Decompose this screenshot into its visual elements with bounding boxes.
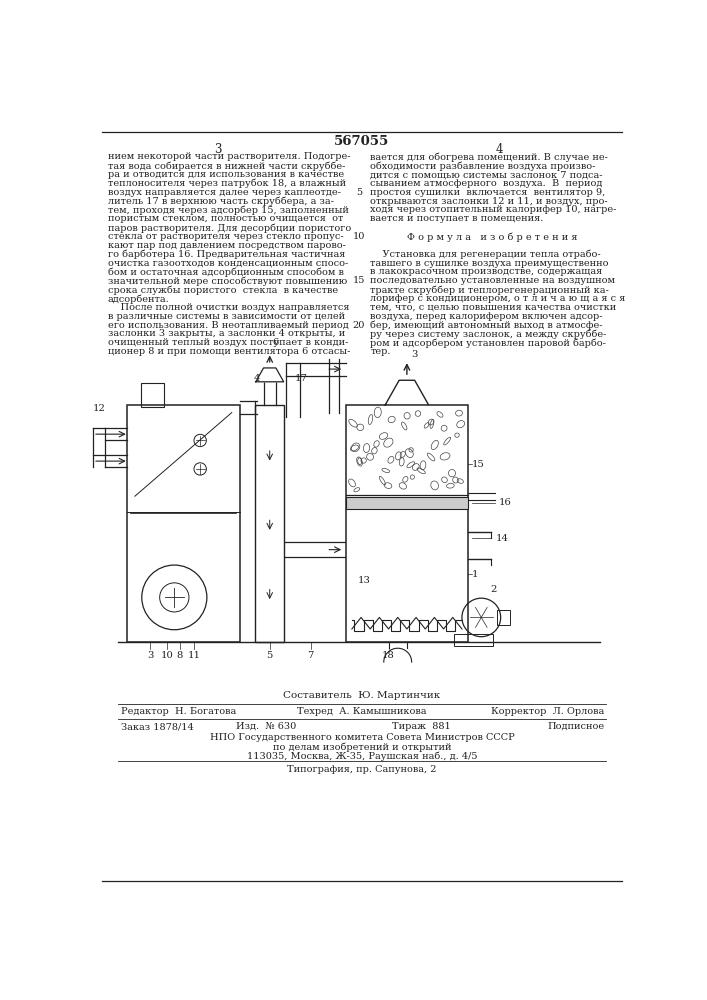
Text: паров растворителя. Для десорбции пористого: паров растворителя. Для десорбции порист… [107, 223, 351, 233]
Text: 5: 5 [267, 651, 273, 660]
Text: 6: 6 [272, 338, 279, 347]
Text: бом и остаточная адсорбционным способом в: бом и остаточная адсорбционным способом … [107, 267, 344, 277]
Text: тем, проходя через адсорбер 15, заполненный: тем, проходя через адсорбер 15, заполнен… [107, 205, 349, 215]
Bar [255, 405, 284, 642]
Text: НПО Государственного комитета Совета Министров СССР: НПО Государственного комитета Совета Мин… [209, 733, 514, 742]
Text: 16: 16 [499, 498, 512, 507]
Text: тер.: тер. [370, 347, 391, 356]
Text: ру через систему заслонок, а между скруббе-: ру через систему заслонок, а между скруб… [370, 329, 607, 339]
Text: 113035, Москва, Ж-35, Раушская наб., д. 4/5: 113035, Москва, Ж-35, Раушская наб., д. … [247, 751, 477, 761]
Text: ходя через отопительный калорифер 10, нагре-: ходя через отопительный калорифер 10, на… [370, 205, 617, 214]
Text: бер, имеющий автономный выход в атмосфе-: бер, имеющий автономный выход в атмосфе- [370, 321, 603, 330]
Text: открываются заслонки 12 и 11, и воздух, про-: открываются заслонки 12 и 11, и воздух, … [370, 197, 608, 206]
Text: Составитель  Ю. Мартинчик: Составитель Ю. Мартинчик [284, 691, 440, 700]
Text: 3: 3 [214, 143, 221, 156]
Text: 3: 3 [147, 651, 153, 660]
Text: обходимости разбавление воздуха произво-: обходимости разбавление воздуха произво- [370, 161, 596, 171]
Polygon shape [385, 380, 428, 405]
Text: последовательно установленные на воздушном: последовательно установленные на воздушн… [370, 276, 616, 285]
Text: сыванием атмосферного  воздуха.  В  период: сыванием атмосферного воздуха. В период [370, 179, 603, 188]
Text: воздуха, перед калорифером включен адсор-: воздуха, перед калорифером включен адсор… [370, 312, 603, 321]
Text: литель 17 в верхнюю часть скруббера, а за-: литель 17 в верхнюю часть скруббера, а з… [107, 197, 334, 206]
Text: пористым стеклом, полностью очищается  от: пористым стеклом, полностью очищается от [107, 214, 343, 223]
Text: тавшего в сушилке воздуха преимущественно: тавшего в сушилке воздуха преимущественн… [370, 259, 609, 268]
Text: кают пар под давлением посредством парово-: кают пар под давлением посредством паров… [107, 241, 346, 250]
Text: Техред  А. Камышникова: Техред А. Камышникова [297, 707, 427, 716]
Text: вается для обогрева помещений. В случае не-: вается для обогрева помещений. В случае … [370, 152, 608, 162]
Text: очищенный теплый воздух поступает в конди-: очищенный теплый воздух поступает в конд… [107, 338, 348, 347]
Text: Подписное: Подписное [547, 722, 604, 731]
Polygon shape [256, 368, 284, 382]
Text: Корректор  Л. Орлова: Корректор Л. Орлова [491, 707, 604, 716]
Text: Редактор  Н. Богатова: Редактор Н. Богатова [121, 707, 236, 716]
Text: его использования. В неотапливаемый период: его использования. В неотапливаемый пери… [107, 321, 349, 330]
Text: 10: 10 [161, 651, 174, 660]
Text: 4: 4 [496, 143, 503, 156]
Text: очистка газоотходов конденсационным спосо-: очистка газоотходов конденсационным спос… [107, 259, 348, 268]
Text: дится с помощью системы заслонок 7 подса-: дится с помощью системы заслонок 7 подса… [370, 170, 603, 179]
Text: 15: 15 [353, 276, 365, 285]
Text: адсорбента.: адсорбента. [107, 294, 170, 304]
Text: лорифер с кондиционером, о т л и ч а ю щ а я с я: лорифер с кондиционером, о т л и ч а ю щ… [370, 294, 626, 303]
Text: по делам изобретений и открытий: по делам изобретений и открытий [273, 742, 451, 752]
Text: вается и поступает в помещения.: вается и поступает в помещения. [370, 214, 544, 223]
Text: 14: 14 [495, 534, 508, 543]
Text: го барботера 16. Предварительная частичная: го барботера 16. Предварительная частичн… [107, 250, 345, 259]
Text: ра и отводится для использования в качестве: ра и отводится для использования в качес… [107, 170, 344, 179]
Text: 7: 7 [308, 651, 314, 660]
Text: нием некоторой части растворителя. Подогре-: нием некоторой части растворителя. Подог… [107, 152, 350, 161]
Text: тракте скруббер и теплорегенерационный ка-: тракте скруббер и теплорегенерационный к… [370, 285, 609, 295]
Text: 20: 20 [353, 321, 365, 330]
Text: 567055: 567055 [334, 135, 390, 148]
Text: 11: 11 [187, 651, 200, 660]
Bar [497, 610, 510, 625]
Text: тем, что, с целью повышения качества очистки: тем, что, с целью повышения качества очи… [370, 303, 617, 312]
Text: 8: 8 [177, 651, 183, 660]
Text: 5: 5 [356, 188, 362, 197]
Text: Тираж  881: Тираж 881 [392, 722, 451, 731]
Text: в лакокрасочном производстве, содержащая: в лакокрасочном производстве, содержащая [370, 267, 603, 276]
Bar [346, 405, 468, 642]
Text: стекла от растворителя через стекло пропус-: стекла от растворителя через стекло проп… [107, 232, 344, 241]
Text: Ф о р м у л а   и з о б р е т е н и я: Ф о р м у л а и з о б р е т е н и я [407, 232, 577, 242]
Text: срока службы пористого  стекла  в качестве: срока службы пористого стекла в качестве [107, 285, 338, 295]
Text: 1: 1 [472, 570, 479, 579]
Text: 12: 12 [93, 404, 105, 413]
Bar [346, 497, 468, 509]
Text: ционер 8 и при помощи вентилятора 6 отсасы-: ционер 8 и при помощи вентилятора 6 отса… [107, 347, 350, 356]
Text: воздух направляется далее через каплеотде-: воздух направляется далее через каплеотд… [107, 188, 341, 197]
Text: в различные системы в зависимости от целей: в различные системы в зависимости от цел… [107, 312, 345, 321]
Text: Установка для регенерации тепла отрабо-: Установка для регенерации тепла отрабо- [370, 250, 601, 259]
Text: значительной мере способствуют повышению: значительной мере способствуют повышению [107, 276, 347, 286]
Bar [127, 405, 240, 642]
Text: 18: 18 [382, 651, 395, 660]
Text: простоя сушилки  включается  вентилятор 9,: простоя сушилки включается вентилятор 9, [370, 188, 606, 197]
Text: 2: 2 [491, 585, 497, 594]
Text: заслонки 3 закрыты, а заслонки 4 открыты, и: заслонки 3 закрыты, а заслонки 4 открыты… [107, 329, 345, 338]
Text: Изд.  № 630: Изд. № 630 [237, 722, 297, 731]
Text: Заказ 1878/14: Заказ 1878/14 [121, 722, 194, 731]
Text: После полной очистки воздух направляется: После полной очистки воздух направляется [107, 303, 349, 312]
Text: 4: 4 [253, 374, 259, 383]
Text: ром и адсорбером установлен паровой барбо-: ром и адсорбером установлен паровой барб… [370, 338, 607, 348]
Bar [454, 634, 493, 646]
Text: 3: 3 [411, 350, 417, 359]
Bar [141, 383, 164, 407]
Text: теплоносителя через патрубок 18, а влажный: теплоносителя через патрубок 18, а влажн… [107, 179, 346, 188]
Text: тая вода собирается в нижней части скруббе-: тая вода собирается в нижней части скруб… [107, 161, 345, 171]
Text: Типография, пр. Сапунова, 2: Типография, пр. Сапунова, 2 [287, 765, 437, 774]
Text: 10: 10 [353, 232, 365, 241]
Text: 13: 13 [357, 576, 370, 585]
Text: 15: 15 [472, 460, 485, 469]
Text: 17: 17 [295, 374, 308, 383]
